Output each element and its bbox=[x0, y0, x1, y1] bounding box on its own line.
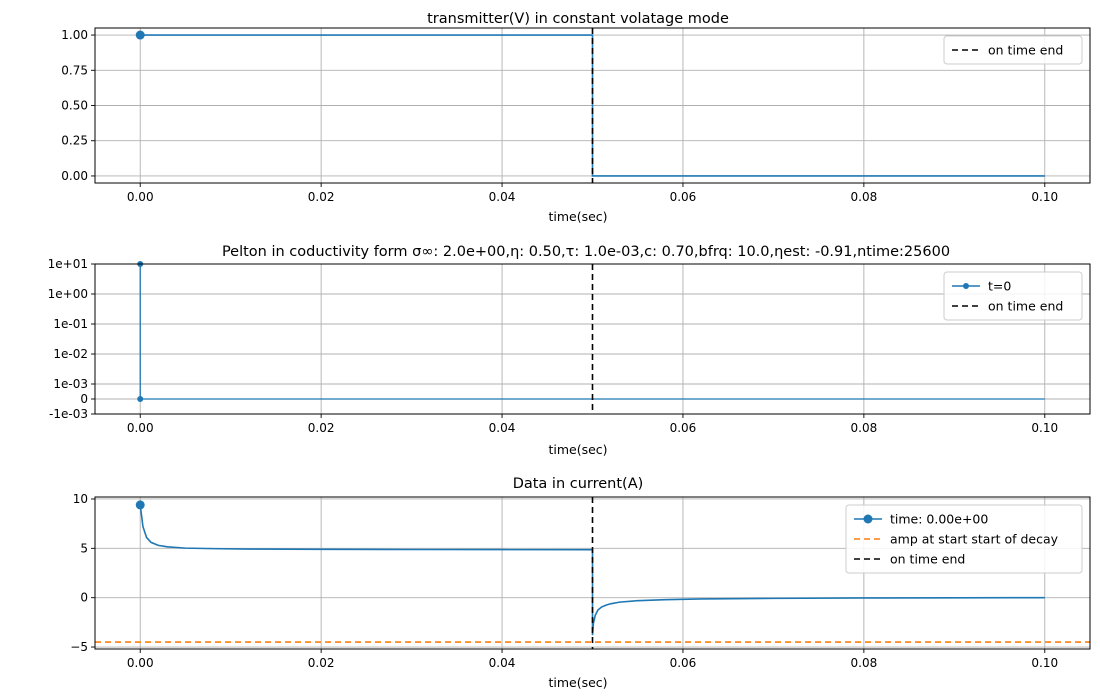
axes-frame bbox=[94, 496, 1091, 650]
y-tick-label: 0.75 bbox=[61, 63, 88, 77]
series-line bbox=[140, 34, 1045, 177]
series-marker bbox=[135, 500, 145, 510]
x-tick-label: 0.04 bbox=[489, 190, 516, 204]
x-tick-label: 0.08 bbox=[851, 190, 878, 204]
legend-marker bbox=[863, 514, 873, 524]
legend-label: time: 0.00e+00 bbox=[890, 512, 988, 527]
panel-title: Pelton in coductivity form σ∞: 2.0e+00,η… bbox=[222, 244, 950, 260]
y-tick-label: 0.00 bbox=[61, 169, 88, 183]
legend-box bbox=[845, 504, 1083, 574]
x-tick-label: 0.08 bbox=[851, 421, 878, 435]
legend-label: amp at start start of decay bbox=[890, 532, 1059, 547]
series-marker bbox=[135, 30, 145, 40]
y-tick-label: 1e+00 bbox=[48, 287, 88, 301]
y-tick-label: 1e-01 bbox=[53, 317, 88, 331]
y-tick-label: 0.50 bbox=[61, 99, 88, 113]
y-tick-label: -1e-03 bbox=[49, 407, 88, 421]
x-tick-label: 0.10 bbox=[1031, 421, 1058, 435]
x-tick-label: 0.02 bbox=[308, 656, 335, 670]
x-axis-label: time(sec) bbox=[548, 442, 607, 457]
x-tick-label: 0.02 bbox=[308, 421, 335, 435]
x-tick-label: 0.00 bbox=[127, 421, 154, 435]
x-tick-label: 0.04 bbox=[489, 656, 516, 670]
x-tick-label: 0.02 bbox=[308, 190, 335, 204]
y-tick-label: 1e-03 bbox=[53, 377, 88, 391]
x-tick-label: 0.08 bbox=[851, 656, 878, 670]
data-current-panel: Data in current(A) 0.00 0.02 0.04 0.06 0.08 0… bbox=[70, 476, 1091, 690]
axes-frame bbox=[94, 263, 1091, 415]
x-tick-label: 0.10 bbox=[1031, 656, 1058, 670]
pelton-conductivity-panel: Pelton in coductivity form σ∞: 2.0e+00,η… bbox=[48, 244, 1091, 457]
x-tick-label: 0.06 bbox=[670, 190, 697, 204]
legend-box bbox=[943, 271, 1083, 321]
x-tick-label: 0.06 bbox=[670, 421, 697, 435]
y-tick-label: 1.00 bbox=[61, 28, 88, 42]
x-tick-label: 0.04 bbox=[489, 421, 516, 435]
y-tick-label: 1e+01 bbox=[48, 257, 88, 271]
y-tick-label: −5 bbox=[70, 640, 88, 654]
x-axis-label: time(sec) bbox=[548, 209, 607, 224]
y-tick-label: 5 bbox=[80, 541, 88, 555]
x-axis-label: time(sec) bbox=[548, 675, 607, 690]
y-tick-label: 0 bbox=[80, 392, 88, 406]
legend-box bbox=[943, 35, 1083, 65]
y-tick-label: 0.25 bbox=[61, 134, 88, 148]
x-tick-label: 0.00 bbox=[127, 190, 154, 204]
x-tick-label: 0.06 bbox=[670, 656, 697, 670]
x-tick-label: 0.10 bbox=[1031, 190, 1058, 204]
y-tick-label: 10 bbox=[73, 492, 88, 506]
panel-title: transmitter(V) in constant volatage mode bbox=[427, 11, 729, 27]
legend-label: t=0 bbox=[988, 279, 1011, 294]
series-marker bbox=[137, 396, 144, 402]
x-tick-label: 0.00 bbox=[127, 656, 154, 670]
y-tick-label: 0 bbox=[80, 591, 88, 605]
legend-label: on time end bbox=[988, 299, 1063, 314]
legend-marker bbox=[963, 283, 969, 289]
y-tick-label: 1e-02 bbox=[53, 347, 88, 361]
legend-label: on time end bbox=[988, 43, 1063, 58]
transmitter-voltage-panel: transmitter(V) in constant volatage mode… bbox=[61, 11, 1091, 224]
panel-title: Data in current(A) bbox=[513, 476, 644, 492]
legend-label: on time end bbox=[890, 552, 965, 567]
